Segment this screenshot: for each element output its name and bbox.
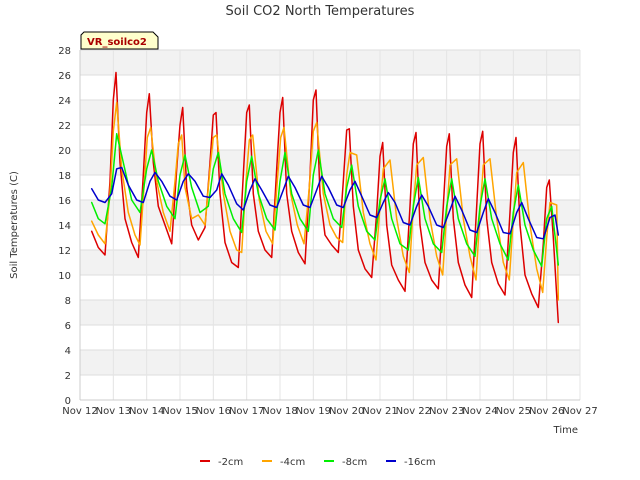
y-tick-label: 22 (58, 121, 71, 132)
y-tick-label: 0 (65, 396, 71, 407)
y-tick-label: 16 (58, 196, 71, 207)
badge: VR_soilco2 (80, 31, 159, 50)
y-tick-label: 12 (58, 246, 71, 257)
x-tick-label: Nov 17 (229, 406, 264, 417)
badge-box (80, 31, 159, 50)
series-line-neg16cm (90, 166, 560, 240)
legend: -2cm -4cm -8cm -16cm (200, 457, 436, 468)
x-tick-label: Nov 15 (162, 406, 197, 417)
grid-band (80, 50, 580, 75)
y-tick-label: 4 (65, 346, 71, 357)
legend-label: -2cm (218, 457, 243, 468)
x-tick-label: Nov 14 (129, 406, 164, 417)
x-axis-label: Time (553, 425, 578, 436)
y-axis-label: Soil Temperatures (C) (9, 171, 20, 279)
y-tick-label: 20 (58, 146, 71, 157)
x-tick-label: Nov 22 (396, 406, 431, 417)
axes (79, 50, 580, 401)
grid-band (80, 300, 580, 325)
series-layer (90, 71, 560, 324)
grid-band (80, 250, 580, 275)
y-tick-label: 26 (58, 71, 71, 82)
grid-band (80, 350, 580, 375)
grid-band (80, 100, 580, 125)
grid-band (80, 200, 580, 225)
chart-title: Soil CO2 North Temperatures (226, 4, 415, 19)
x-tick-label: Nov 25 (496, 406, 531, 417)
legend-label: -4cm (280, 457, 305, 468)
x-tick-label: Nov 26 (529, 406, 564, 417)
x-tick-label: Nov 27 (562, 406, 597, 417)
x-tick-label: Nov 20 (329, 406, 364, 417)
x-tick-label: Nov 19 (296, 406, 331, 417)
badge-text: VR_soilco2 (87, 37, 147, 48)
x-tick-label: Nov 21 (362, 406, 397, 417)
x-tick-label: Nov 12 (62, 406, 97, 417)
y-tick-label: 14 (58, 221, 71, 232)
y-tick-label: 8 (65, 296, 71, 307)
y-tick-label: 10 (58, 271, 71, 282)
x-tick-label: Nov 13 (96, 406, 131, 417)
legend-label: -16cm (404, 457, 436, 468)
y-tick-label: 24 (58, 96, 71, 107)
y-tick-label: 28 (58, 46, 71, 57)
x-tick-label: Nov 24 (462, 406, 497, 417)
y-tick-label: 6 (65, 321, 71, 332)
series-line-neg8cm (90, 133, 560, 268)
legend-label: -8cm (342, 457, 367, 468)
x-tick-label: Nov 23 (429, 406, 464, 417)
x-tick-label: Nov 18 (262, 406, 297, 417)
y-tick-label: 2 (65, 371, 71, 382)
grid-band (80, 150, 580, 175)
series-line-neg2cm (90, 71, 560, 324)
y-tick-label: 18 (58, 171, 71, 182)
x-tick-label: Nov 16 (196, 406, 231, 417)
